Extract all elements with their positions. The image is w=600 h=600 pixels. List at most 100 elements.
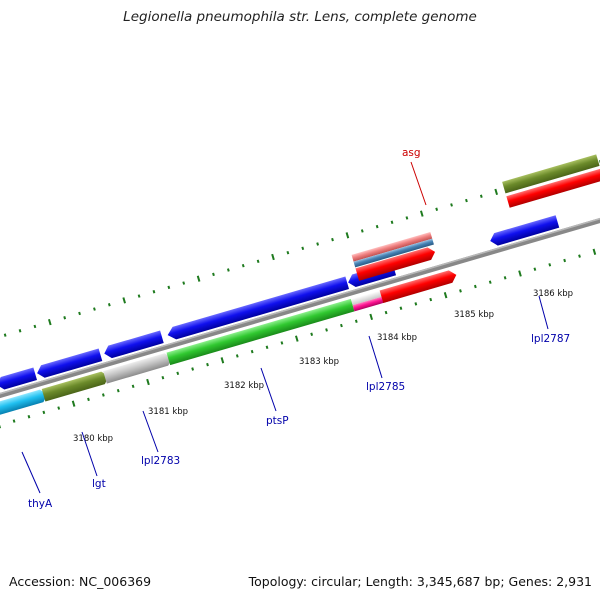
minor-tick — [280, 341, 284, 345]
major-tick — [71, 400, 76, 407]
minor-tick — [301, 246, 305, 251]
minor-tick — [405, 216, 409, 220]
major-tick — [592, 248, 597, 255]
topology-text: Topology: circular; Length: 3,345,687 bp… — [248, 574, 592, 589]
tick-label-3180: 3180 kbp — [73, 434, 113, 444]
gene-label-lgt: lgt — [92, 478, 106, 490]
leader-line-lpl2783 — [142, 410, 159, 453]
minor-tick — [182, 281, 186, 285]
major-tick — [146, 378, 150, 386]
gene-feature-steelblue — [353, 238, 434, 268]
asg-features — [351, 231, 436, 281]
gene-label-thyA: thyA — [28, 498, 53, 510]
major-tick — [271, 253, 275, 261]
leader-line-ptsP — [260, 367, 277, 412]
major-tick — [48, 318, 52, 326]
minor-tick — [331, 237, 334, 242]
minor-tick — [3, 333, 7, 337]
map-title: Legionella pneumophila str. Lens, comple… — [123, 9, 477, 25]
minor-tick — [101, 393, 105, 397]
tick-label-3186: 3186 kbp — [533, 289, 573, 299]
tick-label-3182: 3182 kbp — [224, 381, 264, 391]
minor-tick — [399, 306, 403, 310]
gene-label-asg: asg — [402, 147, 421, 159]
minor-tick — [18, 329, 22, 333]
minor-tick — [435, 207, 439, 211]
minor-tick — [375, 224, 379, 229]
gene-feature-blue — [104, 330, 164, 359]
minor-tick — [503, 276, 507, 280]
gene-label-lpl2785: lpl2785 — [366, 381, 405, 393]
minor-tick — [93, 307, 96, 311]
minor-tick — [116, 388, 120, 393]
minor-tick — [235, 354, 239, 358]
minor-tick — [286, 250, 290, 255]
gene-feature-green — [166, 298, 355, 366]
accession-text: Accession: NC_006369 — [9, 574, 152, 589]
tick-label-3185: 3185 kbp — [454, 310, 494, 320]
major-tick — [122, 297, 127, 304]
minor-tick — [429, 297, 433, 302]
minor-tick — [226, 268, 230, 272]
minor-tick — [384, 310, 388, 315]
gene-feature-pink — [351, 231, 433, 262]
minor-tick — [63, 316, 67, 320]
major-tick — [494, 188, 499, 196]
right-edge-features — [502, 154, 600, 208]
minor-tick — [316, 242, 320, 246]
gene-feature-red-asg — [355, 247, 436, 281]
leader-line-thyA — [21, 451, 41, 494]
gene-labels: thyA lgt lpl2783 ptsP lpl2785 asg lpl278… — [28, 147, 570, 510]
tick-labels: 3180 kbp 3181 kbp 3182 kbp 3183 kbp 3184… — [73, 289, 573, 444]
major-tick — [420, 210, 424, 217]
gene-feature-blue — [0, 367, 38, 390]
minor-tick — [176, 371, 180, 376]
minor-tick — [390, 220, 394, 225]
minor-tick — [563, 258, 567, 263]
minor-tick — [33, 324, 37, 329]
minor-tick — [310, 332, 314, 336]
minor-tick — [167, 285, 171, 290]
minor-tick — [533, 267, 537, 271]
gene-label-leaders — [21, 161, 549, 494]
leader-line-asg — [410, 161, 427, 206]
major-tick — [518, 270, 522, 277]
gene-feature-blue — [167, 276, 350, 340]
minor-tick — [131, 384, 135, 389]
minor-tick — [78, 311, 81, 316]
gene-feature-red — [379, 270, 457, 303]
minor-tick — [578, 254, 581, 258]
backbone-highlight — [0, 202, 600, 401]
forward-strand-features — [0, 270, 457, 419]
minor-tick — [137, 294, 141, 298]
minor-tick — [479, 194, 483, 198]
leader-line-lgt — [81, 431, 98, 477]
inner-tick-row — [0, 248, 597, 429]
minor-tick — [459, 289, 462, 293]
minor-tick — [27, 415, 31, 419]
minor-tick — [256, 259, 260, 264]
major-tick — [295, 335, 299, 342]
minor-tick — [87, 397, 90, 402]
gene-feature-cyan — [0, 389, 48, 419]
minor-tick — [325, 328, 328, 332]
major-tick — [345, 232, 350, 239]
gene-label-lpl2783: lpl2783 — [141, 455, 180, 467]
gene-feature-blue — [37, 348, 103, 378]
minor-tick — [450, 203, 453, 207]
leader-line-lpl2785 — [368, 335, 383, 379]
gene-feature-blue-lpl2787 — [490, 215, 560, 246]
minor-tick — [206, 362, 209, 367]
minor-tick — [152, 290, 156, 294]
minor-tick — [57, 406, 61, 410]
gene-feature-olive-right — [502, 154, 600, 194]
major-tick — [443, 292, 448, 299]
minor-tick — [42, 410, 46, 415]
minor-tick — [191, 367, 195, 371]
minor-tick — [250, 349, 254, 354]
tick-label-3183: 3183 kbp — [299, 357, 339, 367]
major-tick — [220, 357, 225, 364]
minor-tick — [12, 419, 16, 423]
minor-tick — [161, 375, 165, 380]
